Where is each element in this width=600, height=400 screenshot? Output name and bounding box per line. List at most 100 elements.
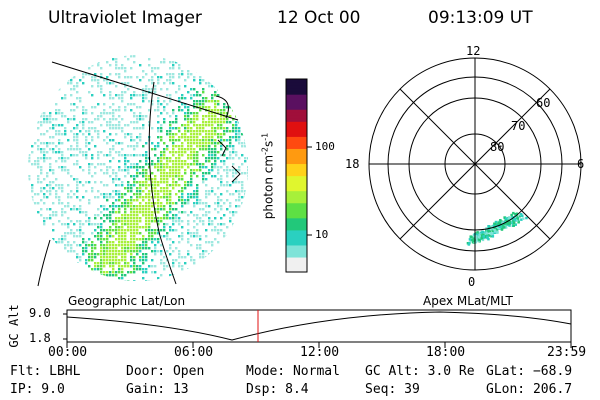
- emission-pixel: [79, 205, 82, 208]
- emission-pixel: [97, 208, 100, 211]
- emission-pixel: [154, 184, 157, 187]
- emission-pixel: [121, 280, 124, 281]
- emission-pixel: [136, 106, 139, 109]
- emission-pixel: [109, 118, 112, 121]
- emission-pixel: [160, 196, 163, 199]
- emission-pixel: [136, 121, 139, 124]
- emission-pixel: [100, 280, 103, 281]
- emission-pixel: [187, 154, 190, 157]
- emission-pixel: [112, 235, 115, 238]
- emission-pixel: [127, 202, 130, 205]
- emission-pixel: [220, 217, 223, 220]
- emission-pixel: [157, 181, 160, 184]
- emission-pixel: [106, 262, 109, 265]
- polar-emission-pixel: [472, 237, 475, 240]
- emission-pixel: [112, 271, 115, 274]
- emission-pixel: [91, 247, 94, 250]
- polar-emission-pixel: [495, 228, 499, 231]
- emission-pixel: [49, 70, 52, 73]
- emission-pixel: [205, 82, 208, 85]
- emission-pixel: [169, 196, 172, 199]
- emission-pixel: [106, 169, 109, 172]
- emission-pixel: [136, 187, 139, 190]
- emission-pixel: [166, 181, 169, 184]
- emission-pixel: [100, 268, 103, 271]
- emission-pixel: [247, 199, 248, 202]
- emission-pixel: [112, 196, 115, 199]
- emission-pixel: [79, 97, 82, 100]
- emission-pixel: [214, 226, 217, 229]
- emission-pixel: [205, 190, 208, 193]
- emission-pixel: [238, 142, 241, 145]
- emission-pixel: [169, 124, 172, 127]
- emission-pixel: [82, 109, 85, 112]
- emission-pixel: [124, 205, 127, 208]
- emission-pixel: [244, 145, 247, 148]
- emission-pixel: [55, 85, 58, 88]
- emission-pixel: [127, 223, 130, 226]
- emission-pixel: [217, 196, 220, 199]
- emission-pixel: [31, 211, 34, 214]
- emission-pixel: [226, 172, 229, 175]
- emission-pixel: [199, 127, 202, 130]
- polar-emission-pixel: [516, 217, 519, 220]
- emission-pixel: [121, 142, 124, 145]
- emission-pixel: [76, 163, 79, 166]
- emission-pixel: [226, 208, 229, 211]
- emission-pixel: [151, 82, 154, 85]
- emission-pixel: [61, 253, 64, 256]
- emission-pixel: [58, 280, 61, 281]
- emission-pixel: [184, 280, 187, 281]
- emission-pixel: [217, 229, 220, 232]
- emission-pixel: [145, 202, 148, 205]
- instrument-title: Ultraviolet Imager: [48, 8, 202, 28]
- polar-emission-pixel: [512, 221, 516, 224]
- emission-pixel: [109, 253, 112, 256]
- param-filter: Flt: LBHL: [10, 364, 81, 379]
- emission-pixel: [118, 121, 121, 124]
- emission-pixel: [109, 274, 112, 277]
- emission-pixel: [118, 262, 121, 265]
- emission-pixel: [238, 199, 241, 202]
- emission-pixel: [226, 130, 229, 133]
- emission-pixel: [157, 142, 160, 145]
- param-mode: Mode: Normal: [246, 364, 340, 379]
- emission-pixel: [178, 163, 181, 166]
- emission-pixel: [91, 253, 94, 256]
- emission-pixel: [217, 211, 220, 214]
- emission-pixel: [172, 73, 175, 76]
- emission-pixel: [175, 61, 178, 64]
- emission-pixel: [76, 274, 79, 277]
- emission-pixel: [244, 157, 247, 160]
- emission-pixel: [208, 100, 211, 103]
- emission-pixel: [178, 67, 181, 70]
- emission-pixel: [103, 139, 106, 142]
- emission-pixel: [190, 232, 193, 235]
- colorbar-swatch: [286, 130, 307, 134]
- emission-pixel: [91, 85, 94, 88]
- emission-pixel: [202, 208, 205, 211]
- emission-pixel: [217, 241, 220, 244]
- emission-pixel: [244, 142, 247, 145]
- polar-emission-pixel: [468, 238, 472, 241]
- emission-pixel: [40, 169, 43, 172]
- emission-pixel: [61, 157, 64, 160]
- emission-pixel: [160, 76, 163, 79]
- colorbar-swatch: [286, 157, 307, 162]
- emission-pixel: [187, 220, 190, 223]
- emission-pixel: [85, 241, 88, 244]
- emission-pixel: [175, 220, 178, 223]
- strip-ytick-label-1-8: 1.8: [29, 331, 51, 345]
- emission-pixel: [142, 118, 145, 121]
- emission-pixel: [40, 157, 43, 160]
- emission-pixel: [205, 229, 208, 232]
- emission-pixel: [160, 61, 163, 64]
- emission-pixel: [247, 226, 248, 229]
- emission-pixel: [28, 139, 31, 142]
- emission-pixel: [34, 121, 37, 124]
- emission-pixel: [37, 163, 40, 166]
- emission-pixel: [151, 232, 154, 235]
- emission-pixel: [52, 136, 55, 139]
- param-glon: GLon: 206.7: [486, 382, 573, 397]
- emission-pixel: [142, 76, 145, 79]
